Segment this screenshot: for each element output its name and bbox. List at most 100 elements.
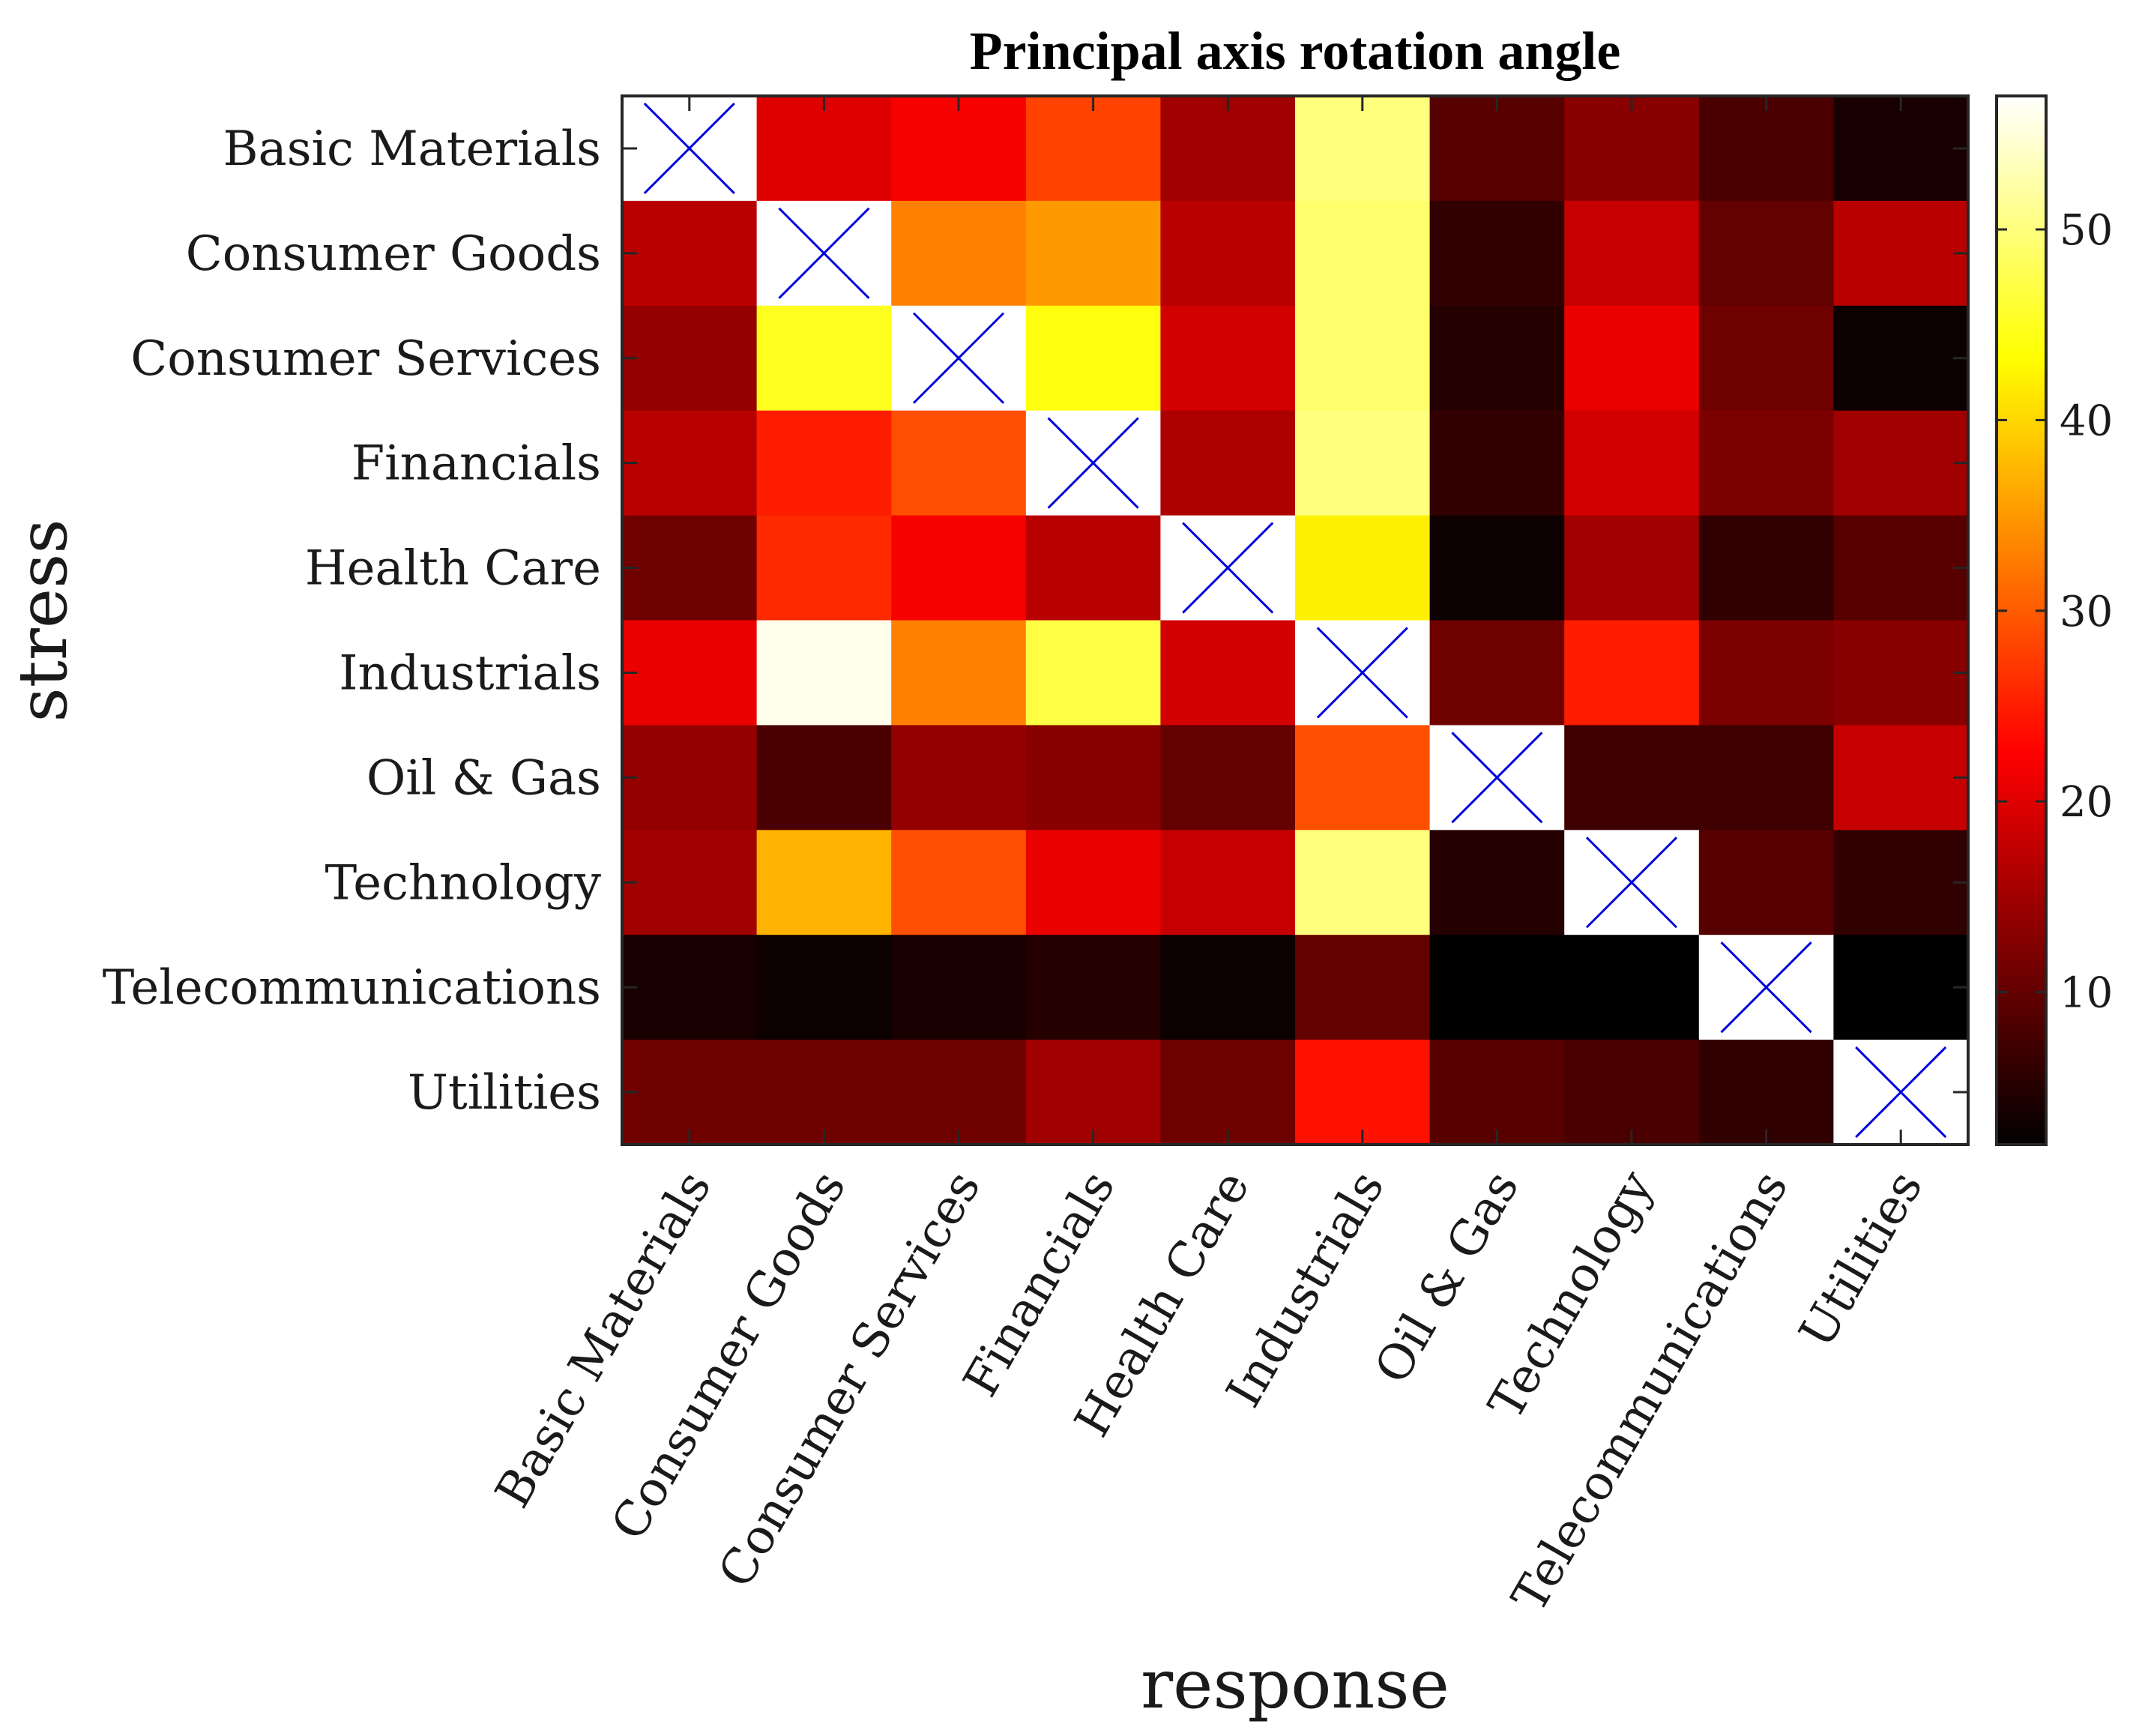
colorbar-tick-label-1: 20 <box>2060 778 2113 827</box>
heatmap-cell-8-1 <box>756 935 892 1040</box>
heatmap-cell-5-1 <box>756 620 892 726</box>
heatmap-cell-9-3 <box>1025 1040 1161 1145</box>
heatmap-cell-3-0 <box>622 410 758 516</box>
heatmap-cell-6-9 <box>1833 725 1969 831</box>
diagonal-markers <box>643 102 1947 1139</box>
heatmap-cell-4-1 <box>756 515 892 621</box>
heatmap-cell-5-0 <box>622 620 758 726</box>
heatmap-cell-6-3 <box>1025 725 1161 831</box>
heatmap-cell-4-2 <box>891 515 1027 621</box>
heatmap-cell-3-2 <box>891 410 1027 516</box>
diagonal-x-marker-2 <box>912 312 1005 404</box>
y-tick-label-8: Telecommunications <box>103 960 601 1016</box>
heatmap-cell-3-9 <box>1833 410 1969 516</box>
heatmap-cell-2-4 <box>1160 305 1296 412</box>
colorbar-tick-label-3: 40 <box>2060 397 2113 445</box>
y-tick-label-5: Industrials <box>339 645 601 701</box>
heatmap-cell-3-4 <box>1160 410 1296 516</box>
heatmap-cell-2-7 <box>1564 305 1700 412</box>
heatmap-cell-8-5 <box>1295 935 1431 1040</box>
heatmap-cell-1-4 <box>1160 200 1296 307</box>
y-tick-label-0: Basic Materials <box>223 121 602 177</box>
heatmap-cell-1-8 <box>1698 200 1834 307</box>
heatmap-cell-2-8 <box>1698 305 1834 412</box>
heatmap-cell-6-7 <box>1564 725 1700 831</box>
diagonal-x-marker-4 <box>1182 522 1274 614</box>
heatmap-cell-7-5 <box>1295 830 1431 935</box>
y-tick-label-3: Financials <box>352 436 601 492</box>
heatmap-cell-1-0 <box>622 200 758 307</box>
heatmap-cell-7-0 <box>622 830 758 935</box>
heatmap-cell-8-4 <box>1160 935 1296 1040</box>
heatmap-cell-0-3 <box>1025 96 1161 202</box>
heatmap-cell-9-2 <box>891 1040 1027 1145</box>
heatmap-cell-9-0 <box>622 1040 758 1145</box>
heatmap-cell-6-0 <box>622 725 758 831</box>
heatmap-cell-4-8 <box>1698 515 1834 621</box>
colorbar-tick-label-4: 50 <box>2060 206 2113 255</box>
heatmap-cells <box>622 96 1969 1145</box>
heatmap-cell-8-3 <box>1025 935 1161 1040</box>
heatmap-cell-0-9 <box>1833 96 1969 202</box>
heatmap-cell-7-2 <box>891 830 1027 935</box>
heatmap-cell-7-9 <box>1833 830 1969 935</box>
diagonal-x-marker-8 <box>1720 941 1812 1034</box>
heatmap-cell-2-3 <box>1025 305 1161 412</box>
heatmap-cell-7-4 <box>1160 830 1296 935</box>
heatmap-cell-8-6 <box>1429 935 1565 1040</box>
heatmap-cell-3-8 <box>1698 410 1834 516</box>
heatmap-cell-7-6 <box>1429 830 1565 935</box>
heatmap-cell-5-3 <box>1025 620 1161 726</box>
chart-title: Principal axis rotation angle <box>970 21 1621 81</box>
heatmap-cell-6-2 <box>891 725 1027 831</box>
heatmap-cell-7-1 <box>756 830 892 935</box>
heatmap-cell-4-7 <box>1564 515 1700 621</box>
heatmap-cell-8-7 <box>1564 935 1700 1040</box>
y-tick-label-9: Utilities <box>408 1065 601 1121</box>
heatmap-cell-9-5 <box>1295 1040 1431 1145</box>
heatmap-cell-6-5 <box>1295 725 1431 831</box>
heatmap-cell-5-9 <box>1833 620 1969 726</box>
heatmap-cell-6-1 <box>756 725 892 831</box>
colorbar <box>1995 94 2048 1146</box>
diagonal-x-marker-1 <box>778 207 870 299</box>
heatmap-cell-5-8 <box>1698 620 1834 726</box>
heatmap-cell-3-7 <box>1564 410 1700 516</box>
heatmap-cell-0-1 <box>756 96 892 202</box>
plot-frame <box>621 94 1970 1146</box>
heatmap-cell-1-5 <box>1295 200 1431 307</box>
x-tick-label-1: Consumer Goods <box>601 1162 857 1549</box>
x-tick-label-2: Consumer Services <box>708 1162 992 1597</box>
y-tick-label-6: Oil & Gas <box>366 750 601 806</box>
heatmap-cell-3-6 <box>1429 410 1565 516</box>
heatmap-cell-9-8 <box>1698 1040 1834 1145</box>
y-tick-label-7: Technology <box>325 855 601 911</box>
heatmap-cell-2-9 <box>1833 305 1969 412</box>
heatmap-cell-8-0 <box>622 935 758 1040</box>
heatmap-cell-2-1 <box>756 305 892 412</box>
heatmap-cell-3-5 <box>1295 410 1431 516</box>
heatmap-cell-3-1 <box>756 410 892 516</box>
heatmap-cell-0-6 <box>1429 96 1565 202</box>
heatmap-cell-2-0 <box>622 305 758 412</box>
heatmap-cell-9-1 <box>756 1040 892 1145</box>
heatmap-cell-7-8 <box>1698 830 1834 935</box>
diagonal-x-marker-9 <box>1855 1046 1947 1139</box>
heatmap-cell-1-6 <box>1429 200 1565 307</box>
heatmap-cell-4-5 <box>1295 515 1431 621</box>
heatmap-cell-5-4 <box>1160 620 1296 726</box>
heatmap-cell-6-4 <box>1160 725 1296 831</box>
y-tick-label-1: Consumer Goods <box>186 226 601 282</box>
diagonal-x-marker-5 <box>1316 627 1408 719</box>
heatmap-cell-1-9 <box>1833 200 1969 307</box>
heatmap-cell-4-6 <box>1429 515 1565 621</box>
y-tick-label-4: Health Care <box>305 541 601 597</box>
heatmap-cell-6-8 <box>1698 725 1834 831</box>
heatmap-cell-1-7 <box>1564 200 1700 307</box>
heatmap-cell-7-3 <box>1025 830 1161 935</box>
diagonal-x-marker-6 <box>1451 732 1543 824</box>
heatmap-cell-0-5 <box>1295 96 1431 202</box>
colorbar-ticks: 10 20 30 40 50 <box>1997 206 2113 1018</box>
heatmap-cell-4-3 <box>1025 515 1161 621</box>
